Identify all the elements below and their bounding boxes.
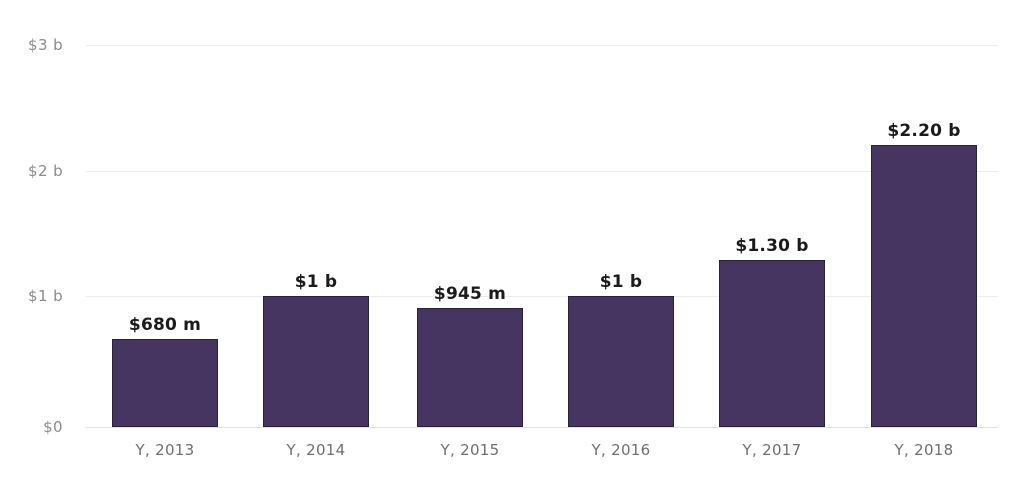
bar-rect-2016[interactable]: [568, 296, 674, 427]
bar-category-label-2015: Y, 2015: [440, 441, 500, 459]
y-tick-label-3b: $3 b: [28, 36, 63, 54]
bar-category-label-2018: Y, 2018: [894, 441, 954, 459]
bar-category-label-2014: Y, 2014: [286, 441, 346, 459]
gridline-3b: [85, 45, 998, 46]
bar-group-2016[interactable]: $1 b Y, 2016: [568, 272, 674, 459]
y-axis-line: [85, 45, 86, 427]
y-tick-label-0: $0: [43, 418, 63, 436]
bar-group-2014[interactable]: $1 b Y, 2014: [263, 272, 369, 459]
bar-value-label-2017: $1.30 b: [735, 236, 809, 256]
bar-value-label-2013: $680 m: [128, 315, 202, 335]
bar-rect-2014[interactable]: [263, 296, 369, 427]
y-axis-labels: $3 b $2 b $1 b $0: [0, 0, 63, 483]
bar-group-2015[interactable]: $945 m Y, 2015: [417, 284, 523, 459]
gridline-2b: [85, 171, 998, 172]
bar-rect-2017[interactable]: [719, 260, 825, 427]
bar-value-label-2015: $945 m: [433, 284, 507, 304]
bar-rect-2015[interactable]: [417, 308, 523, 427]
gridline-zero-baseline: [85, 427, 998, 428]
bar-value-label-2014: $1 b: [294, 272, 338, 292]
bar-rect-2018[interactable]: [871, 145, 977, 427]
bar-group-2013[interactable]: $680 m Y, 2013: [112, 315, 218, 459]
y-tick-label-1b: $1 b: [28, 287, 63, 305]
bar-category-label-2013: Y, 2013: [135, 441, 195, 459]
y-tick-label-2b: $2 b: [28, 162, 63, 180]
bar-category-label-2017: Y, 2017: [742, 441, 802, 459]
bar-value-label-2016: $1 b: [599, 272, 643, 292]
gridline-1b: [85, 296, 998, 297]
bar-value-label-2018: $2.20 b: [887, 121, 961, 141]
plot-area: [85, 45, 998, 428]
bar-category-label-2016: Y, 2016: [591, 441, 651, 459]
bar-rect-2013[interactable]: [112, 339, 218, 427]
bar-group-2017[interactable]: $1.30 b Y, 2017: [719, 236, 825, 459]
bar-group-2018[interactable]: $2.20 b Y, 2018: [871, 121, 977, 459]
